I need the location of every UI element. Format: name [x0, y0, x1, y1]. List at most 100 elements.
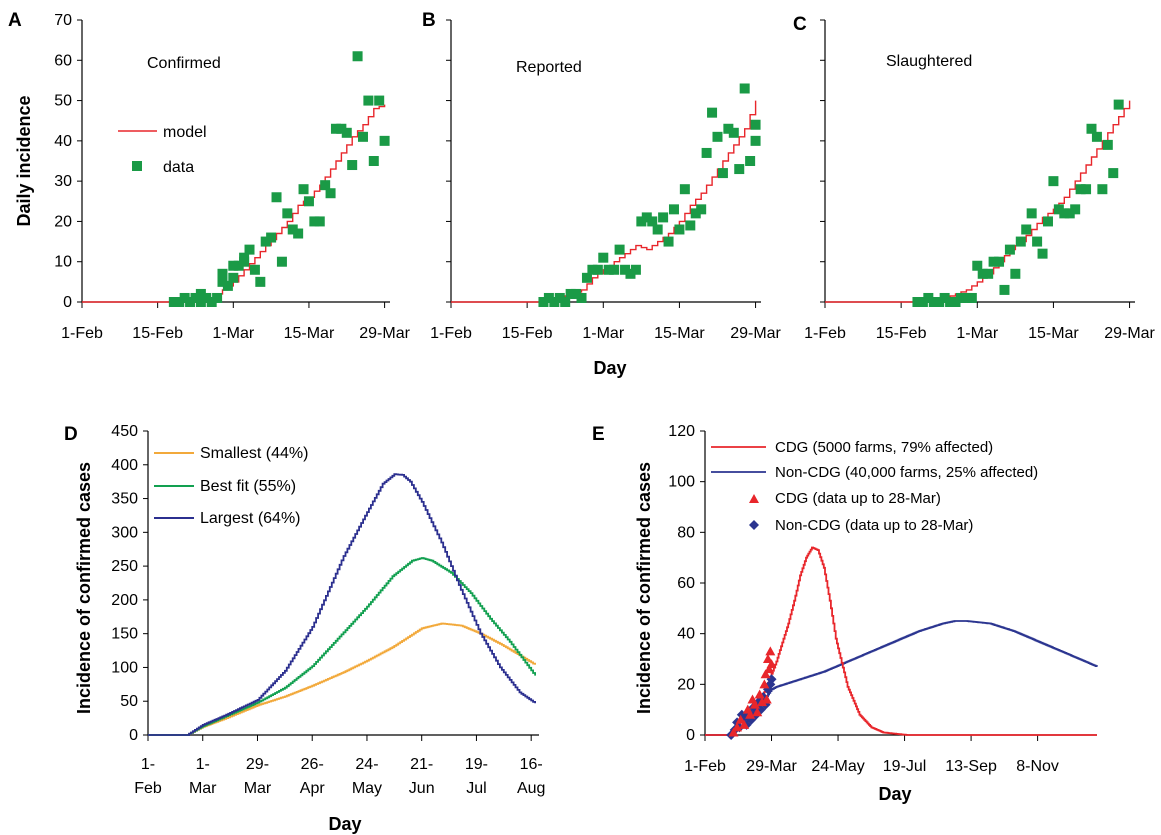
data-point-a	[298, 184, 309, 195]
y-tick-label-d: 100	[111, 659, 138, 676]
x-tick-label-b: 29-Mar	[730, 325, 781, 342]
data-point-b	[576, 292, 587, 303]
data-point-c	[917, 297, 928, 307]
data-point-b	[554, 292, 565, 303]
data-point-a	[190, 292, 201, 303]
data-point-b	[696, 204, 707, 215]
x-tick-label-d: 19-	[465, 756, 488, 773]
data-point-b	[685, 220, 696, 231]
cdg-data-point	[745, 709, 756, 719]
panel-e: 0 20 40 60 80 100 120 1-Feb 29-Mar 24-May 19-Jul 13…	[634, 423, 1098, 804]
legend-label-bestfit: Best fit (55%)	[200, 478, 296, 495]
data-point-a	[255, 276, 266, 287]
cdg-data-point	[735, 714, 746, 724]
x-tick-label-d: Mar	[189, 780, 217, 797]
data-point-a	[217, 268, 228, 279]
data-point-a	[363, 95, 374, 106]
data-point-b	[717, 168, 728, 179]
panel-c: 1-Feb 15-Feb 1-Mar 15-Mar 29-Mar Slaughtered	[804, 19, 1156, 342]
x-tick-label-d: 1-	[196, 756, 210, 773]
x-axis-title-d: Day	[328, 814, 361, 834]
y-tick-label-d: 0	[129, 727, 138, 744]
data-point-b	[614, 244, 625, 255]
y-tick-label-d: 50	[120, 693, 138, 710]
cdg-data-point	[761, 694, 772, 704]
data-point-b	[641, 212, 652, 223]
y-tick-label-d: 300	[111, 524, 138, 541]
data-point-a	[379, 135, 390, 146]
data-point-c	[1010, 268, 1021, 279]
data-point-c	[1070, 204, 1081, 215]
x-tick-label-d: Feb	[134, 780, 162, 797]
data-point-a	[228, 260, 239, 271]
data-point-c	[1004, 244, 1015, 255]
y-tick-label-e: 100	[668, 474, 695, 491]
y-axis-title-d: Incidence of confirmed cases	[74, 462, 94, 714]
data-point-a	[357, 131, 368, 142]
data-point-a	[185, 297, 196, 307]
panel-letter-d: D	[64, 424, 78, 445]
data-point-c	[955, 292, 966, 303]
data-point-b	[690, 208, 701, 219]
series-largest-line	[148, 473, 536, 736]
data-point-a	[341, 127, 352, 138]
panel-letter-e: E	[592, 424, 605, 445]
data-point-c	[988, 256, 999, 267]
cdg-data-point	[759, 679, 770, 689]
x-tick-label-d: 24-	[355, 756, 378, 773]
panel-d: 0 50 100 150 200 250 300 350 400 450 1- Feb 1- Mar 29-…	[74, 423, 545, 834]
data-point-b	[571, 288, 582, 299]
data-point-c	[1064, 208, 1075, 219]
y-tick-label-d: 150	[111, 626, 138, 643]
cdg-data-point	[760, 669, 771, 679]
data-point-c	[1053, 204, 1064, 215]
data-point-a	[330, 123, 341, 134]
data-point-c	[1097, 184, 1108, 195]
x-axis-title-e: Day	[878, 784, 911, 804]
top-row-xlabel: Day	[593, 358, 626, 378]
data-point-c	[1075, 184, 1086, 195]
data-point-a	[276, 256, 287, 267]
data-point-b	[625, 268, 636, 279]
data-point-c	[999, 284, 1010, 295]
data-point-c	[1108, 168, 1119, 179]
panel-b: 1-Feb 15-Feb 1-Mar 15-Mar 29-Mar Reported	[430, 19, 782, 342]
data-point-b	[598, 252, 609, 263]
legend-swatch-data	[132, 161, 142, 171]
data-point-a	[217, 276, 228, 287]
x-tick-label-d: Aug	[517, 780, 545, 797]
x-tick-label-e: 19-Jul	[883, 758, 927, 775]
data-point-a	[206, 297, 217, 307]
legend-label-data: data	[163, 159, 194, 176]
x-tick-label-d: 1-	[141, 756, 155, 773]
y-tick-label-d: 450	[111, 423, 138, 440]
x-tick-label-c: 15-Mar	[1028, 325, 1079, 342]
data-point-c	[966, 292, 977, 303]
cdg-data-point	[749, 699, 760, 709]
x-tick-label-d: Jun	[409, 780, 435, 797]
data-point-c	[983, 268, 994, 279]
data-point-a	[168, 297, 179, 307]
x-tick-label-d: 21-	[410, 756, 433, 773]
legend-label-smallest: Smallest (44%)	[200, 445, 308, 462]
data-point-a	[352, 51, 363, 62]
x-tick-label-d: Jul	[466, 780, 486, 797]
data-point-c	[994, 256, 1005, 267]
data-point-b	[658, 212, 669, 223]
data-point-c	[961, 292, 972, 303]
data-point-a	[260, 236, 271, 247]
data-point-c	[972, 260, 983, 271]
data-point-b	[707, 107, 718, 118]
series-bestfit-line	[148, 557, 536, 736]
data-point-b	[739, 83, 750, 94]
data-point-a	[174, 297, 185, 307]
panel-annotation-b: Reported	[516, 59, 582, 76]
data-point-b	[679, 184, 690, 195]
y-tick-label-d: 400	[111, 457, 138, 474]
data-point-b	[723, 123, 734, 134]
data-point-a	[249, 264, 260, 275]
legend-label-largest: Largest (64%)	[200, 510, 301, 527]
data-point-c	[928, 297, 939, 307]
data-point-b	[701, 147, 712, 158]
